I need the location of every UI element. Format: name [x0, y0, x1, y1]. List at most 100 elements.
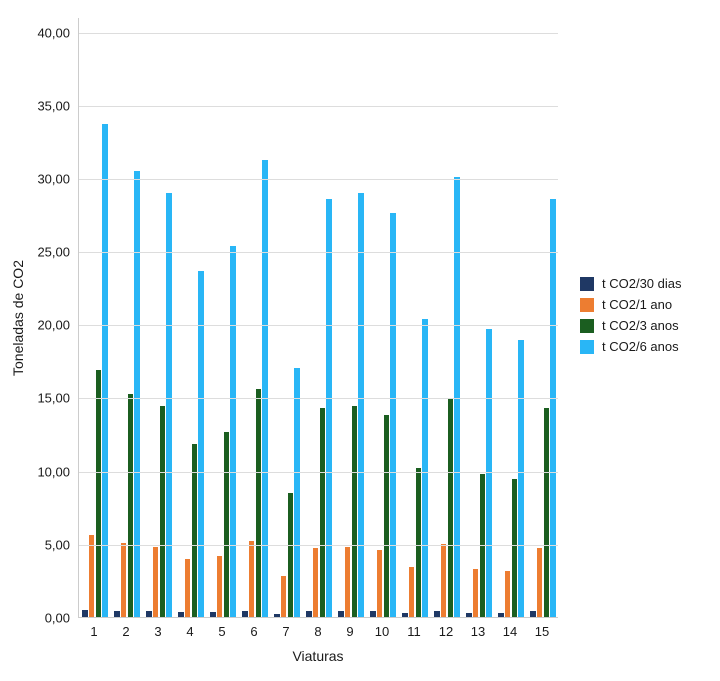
bar	[313, 548, 319, 618]
y-tick-label: 20,00	[10, 318, 70, 333]
bar	[230, 246, 236, 617]
x-tick-label: 13	[471, 624, 485, 639]
bar	[384, 415, 390, 617]
bar	[505, 571, 511, 617]
bar	[178, 612, 184, 617]
bar	[454, 177, 460, 617]
gridline	[79, 179, 558, 180]
bar	[422, 319, 428, 617]
bars-layer	[79, 18, 558, 617]
legend-swatch	[580, 277, 594, 291]
y-tick-label: 10,00	[10, 464, 70, 479]
bar	[518, 340, 524, 617]
x-tick-label: 4	[186, 624, 193, 639]
legend-swatch	[580, 340, 594, 354]
bar	[96, 370, 102, 617]
y-tick-label: 0,00	[10, 611, 70, 626]
x-tick-label: 10	[375, 624, 389, 639]
bar	[146, 611, 152, 617]
x-tick-label: 1	[90, 624, 97, 639]
bar	[498, 613, 504, 617]
bar	[306, 611, 312, 617]
bar	[153, 547, 159, 617]
bar	[166, 193, 172, 617]
bar	[102, 124, 108, 617]
bar	[530, 611, 536, 617]
legend-item: t CO2/6 anos	[580, 339, 682, 354]
x-axis-title: Viaturas	[292, 648, 343, 664]
bar	[466, 613, 472, 617]
bar	[198, 271, 204, 617]
bar	[345, 547, 351, 617]
x-tick-label: 8	[314, 624, 321, 639]
bar	[210, 612, 216, 617]
bar	[448, 398, 454, 618]
x-tick-label: 7	[282, 624, 289, 639]
legend-item: t CO2/30 dias	[580, 276, 682, 291]
legend-item: t CO2/1 ano	[580, 297, 682, 312]
bar	[160, 406, 166, 617]
y-tick-label: 25,00	[10, 245, 70, 260]
bar	[326, 199, 332, 617]
y-tick-label: 15,00	[10, 391, 70, 406]
bar	[320, 408, 326, 617]
bar	[512, 479, 518, 617]
y-tick-label: 35,00	[10, 98, 70, 113]
x-tick-label: 3	[154, 624, 161, 639]
bar	[473, 569, 479, 617]
bar	[416, 468, 422, 617]
gridline	[79, 106, 558, 107]
bar	[358, 193, 364, 617]
x-tick-label: 14	[503, 624, 517, 639]
bar	[544, 408, 550, 617]
legend-swatch	[580, 319, 594, 333]
y-tick-label: 40,00	[10, 25, 70, 40]
bar	[121, 543, 127, 617]
bar	[82, 610, 88, 617]
legend-label: t CO2/6 anos	[602, 339, 679, 354]
bar	[128, 394, 134, 617]
gridline	[79, 472, 558, 473]
x-tick-label: 2	[122, 624, 129, 639]
bar	[242, 611, 248, 617]
x-tick-label: 6	[250, 624, 257, 639]
gridline	[79, 545, 558, 546]
gridline	[79, 398, 558, 399]
bar	[294, 368, 300, 617]
plot-area	[78, 18, 558, 618]
legend: t CO2/30 dias t CO2/1 ano t CO2/3 anos t CO…	[580, 270, 682, 360]
y-tick-label: 30,00	[10, 171, 70, 186]
x-tick-label: 15	[535, 624, 549, 639]
bar	[486, 329, 492, 617]
bar	[114, 611, 120, 617]
gridline	[79, 33, 558, 34]
gridline	[79, 325, 558, 326]
bar	[441, 544, 447, 617]
legend-label: t CO2/30 dias	[602, 276, 682, 291]
x-tick-label: 11	[407, 624, 421, 639]
bar	[217, 556, 223, 617]
bar	[249, 541, 255, 617]
bar	[274, 614, 280, 618]
bar	[434, 611, 440, 617]
bar	[192, 444, 198, 617]
legend-swatch	[580, 298, 594, 312]
legend-label: t CO2/1 ano	[602, 297, 672, 312]
bar	[288, 493, 294, 617]
legend-label: t CO2/3 anos	[602, 318, 679, 333]
bar	[352, 406, 358, 617]
bar	[185, 559, 191, 617]
bar	[224, 432, 230, 617]
gridline	[79, 252, 558, 253]
bar	[370, 611, 376, 617]
bar	[402, 613, 408, 617]
bar	[550, 199, 556, 617]
bar	[89, 535, 95, 617]
bar	[262, 160, 268, 617]
bar	[409, 567, 415, 617]
bar	[281, 576, 287, 617]
x-tick-label: 9	[346, 624, 353, 639]
x-tick-label: 12	[439, 624, 453, 639]
bar	[390, 213, 396, 617]
bar	[377, 550, 383, 617]
